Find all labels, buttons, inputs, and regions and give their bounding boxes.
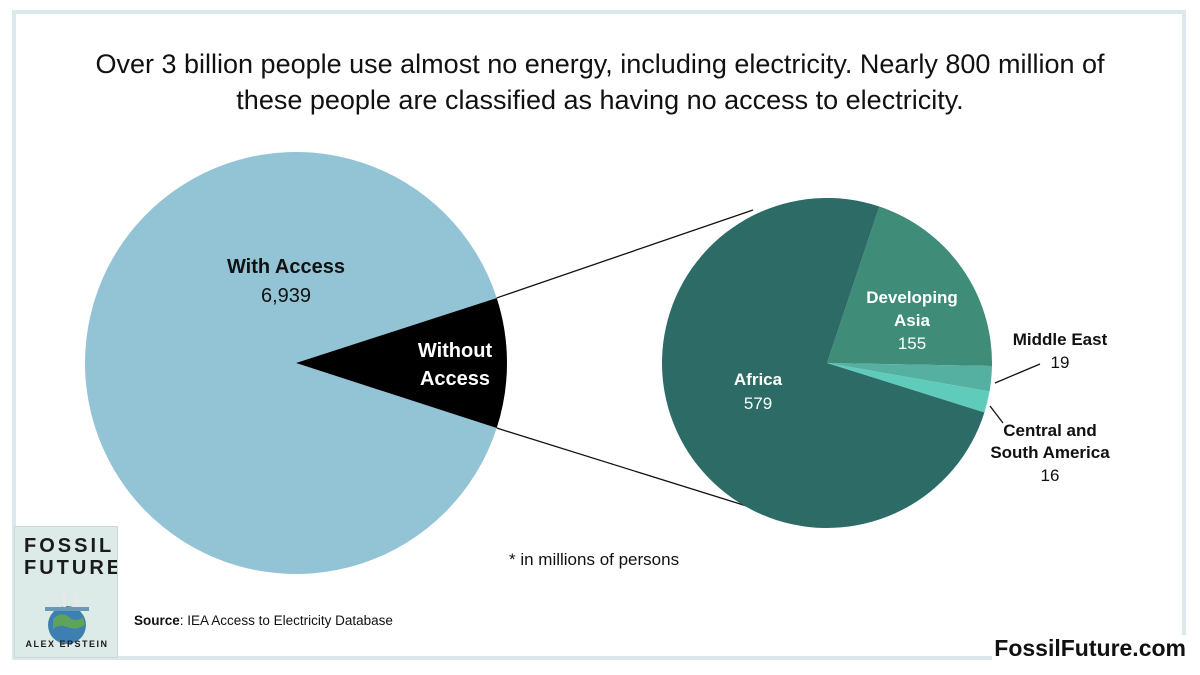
csa-label-line1: Central and xyxy=(1003,421,1097,440)
with-access-label: With Access xyxy=(227,256,345,278)
book-title-line2: FUTURE xyxy=(24,557,118,579)
chart-title: Over 3 billion people use almost no ener… xyxy=(60,46,1140,118)
csa-leader-line xyxy=(989,405,1004,424)
slice-developing-asia xyxy=(827,206,993,367)
csa-label-line2: South America xyxy=(990,443,1110,462)
developing-asia-label-line2: Asia xyxy=(894,311,930,330)
developing-asia-label-line1: Developing xyxy=(866,288,958,307)
without-access-label-line1: Without xyxy=(418,340,493,362)
slice-with-access xyxy=(85,152,497,575)
connector-line-top xyxy=(496,209,754,299)
slice-africa xyxy=(661,197,985,528)
connector-line-bottom xyxy=(496,427,754,509)
title-line-2: these people are classified as having no… xyxy=(236,85,964,115)
globe-icon xyxy=(45,589,89,644)
middle-east-label: Middle East xyxy=(1013,330,1108,349)
slice-central-and-south-america xyxy=(827,363,990,413)
site-url[interactable]: FossilFuture.com xyxy=(992,635,1188,662)
frame-border xyxy=(12,10,1186,660)
book-author: ALEX EPSTEIN xyxy=(25,639,109,649)
with-access-value: 6,939 xyxy=(261,285,311,307)
book-title-line1: FOSSIL xyxy=(24,535,115,557)
csa-value: 16 xyxy=(1041,466,1060,485)
slice-middle-east xyxy=(827,363,992,392)
source-label: Source xyxy=(134,613,180,628)
source-text: : IEA Access to Electricity Database xyxy=(179,613,393,628)
title-line-1: Over 3 billion people use almost no ener… xyxy=(95,49,1105,79)
units-footnote: * in millions of persons xyxy=(509,550,680,569)
middle-east-leader-line xyxy=(994,363,1041,384)
book-cover-logo: FOSSIL FUTURE ALEX EPSTEIN xyxy=(14,526,118,658)
africa-value: 579 xyxy=(744,394,772,413)
slice-without-access xyxy=(296,297,508,429)
without-access-label-line2: Access xyxy=(420,368,490,390)
africa-label: Africa xyxy=(734,370,783,389)
source-note: Source: IEA Access to Electricity Databa… xyxy=(134,613,393,628)
middle-east-value: 19 xyxy=(1051,353,1070,372)
developing-asia-value: 155 xyxy=(898,334,926,353)
